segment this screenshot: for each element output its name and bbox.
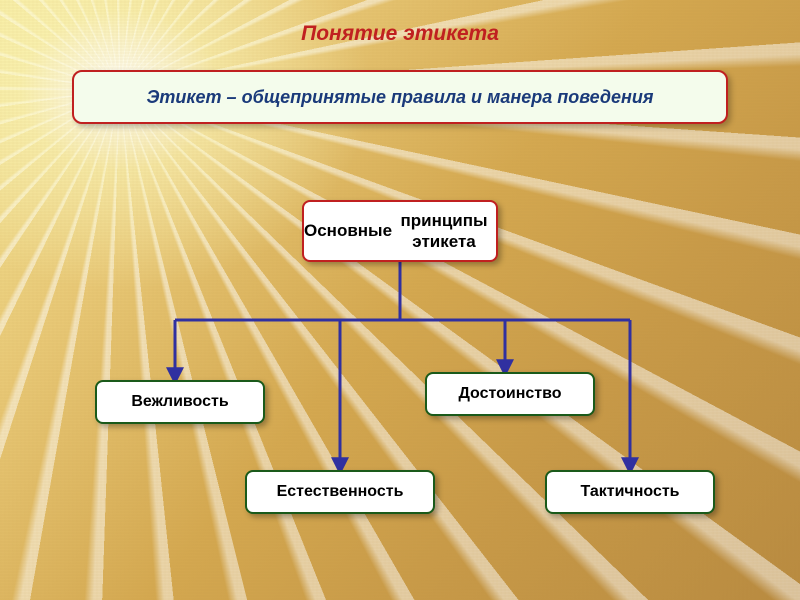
definition-text: Этикет – общепринятые правила и манера п… (146, 87, 653, 108)
root-node: Основныепринципы этикета (302, 200, 498, 262)
slide-title: Понятие этикета (301, 22, 499, 46)
child-node-3: Тактичность (545, 470, 715, 514)
node-line: принципы этикета (392, 210, 496, 253)
definition-box: Этикет – общепринятые правила и манера п… (72, 70, 728, 124)
child-node-1: Естественность (245, 470, 435, 514)
child-node-2: Достоинство (425, 372, 595, 416)
node-line: Основные (304, 220, 392, 241)
child-node-0: Вежливость (95, 380, 265, 424)
